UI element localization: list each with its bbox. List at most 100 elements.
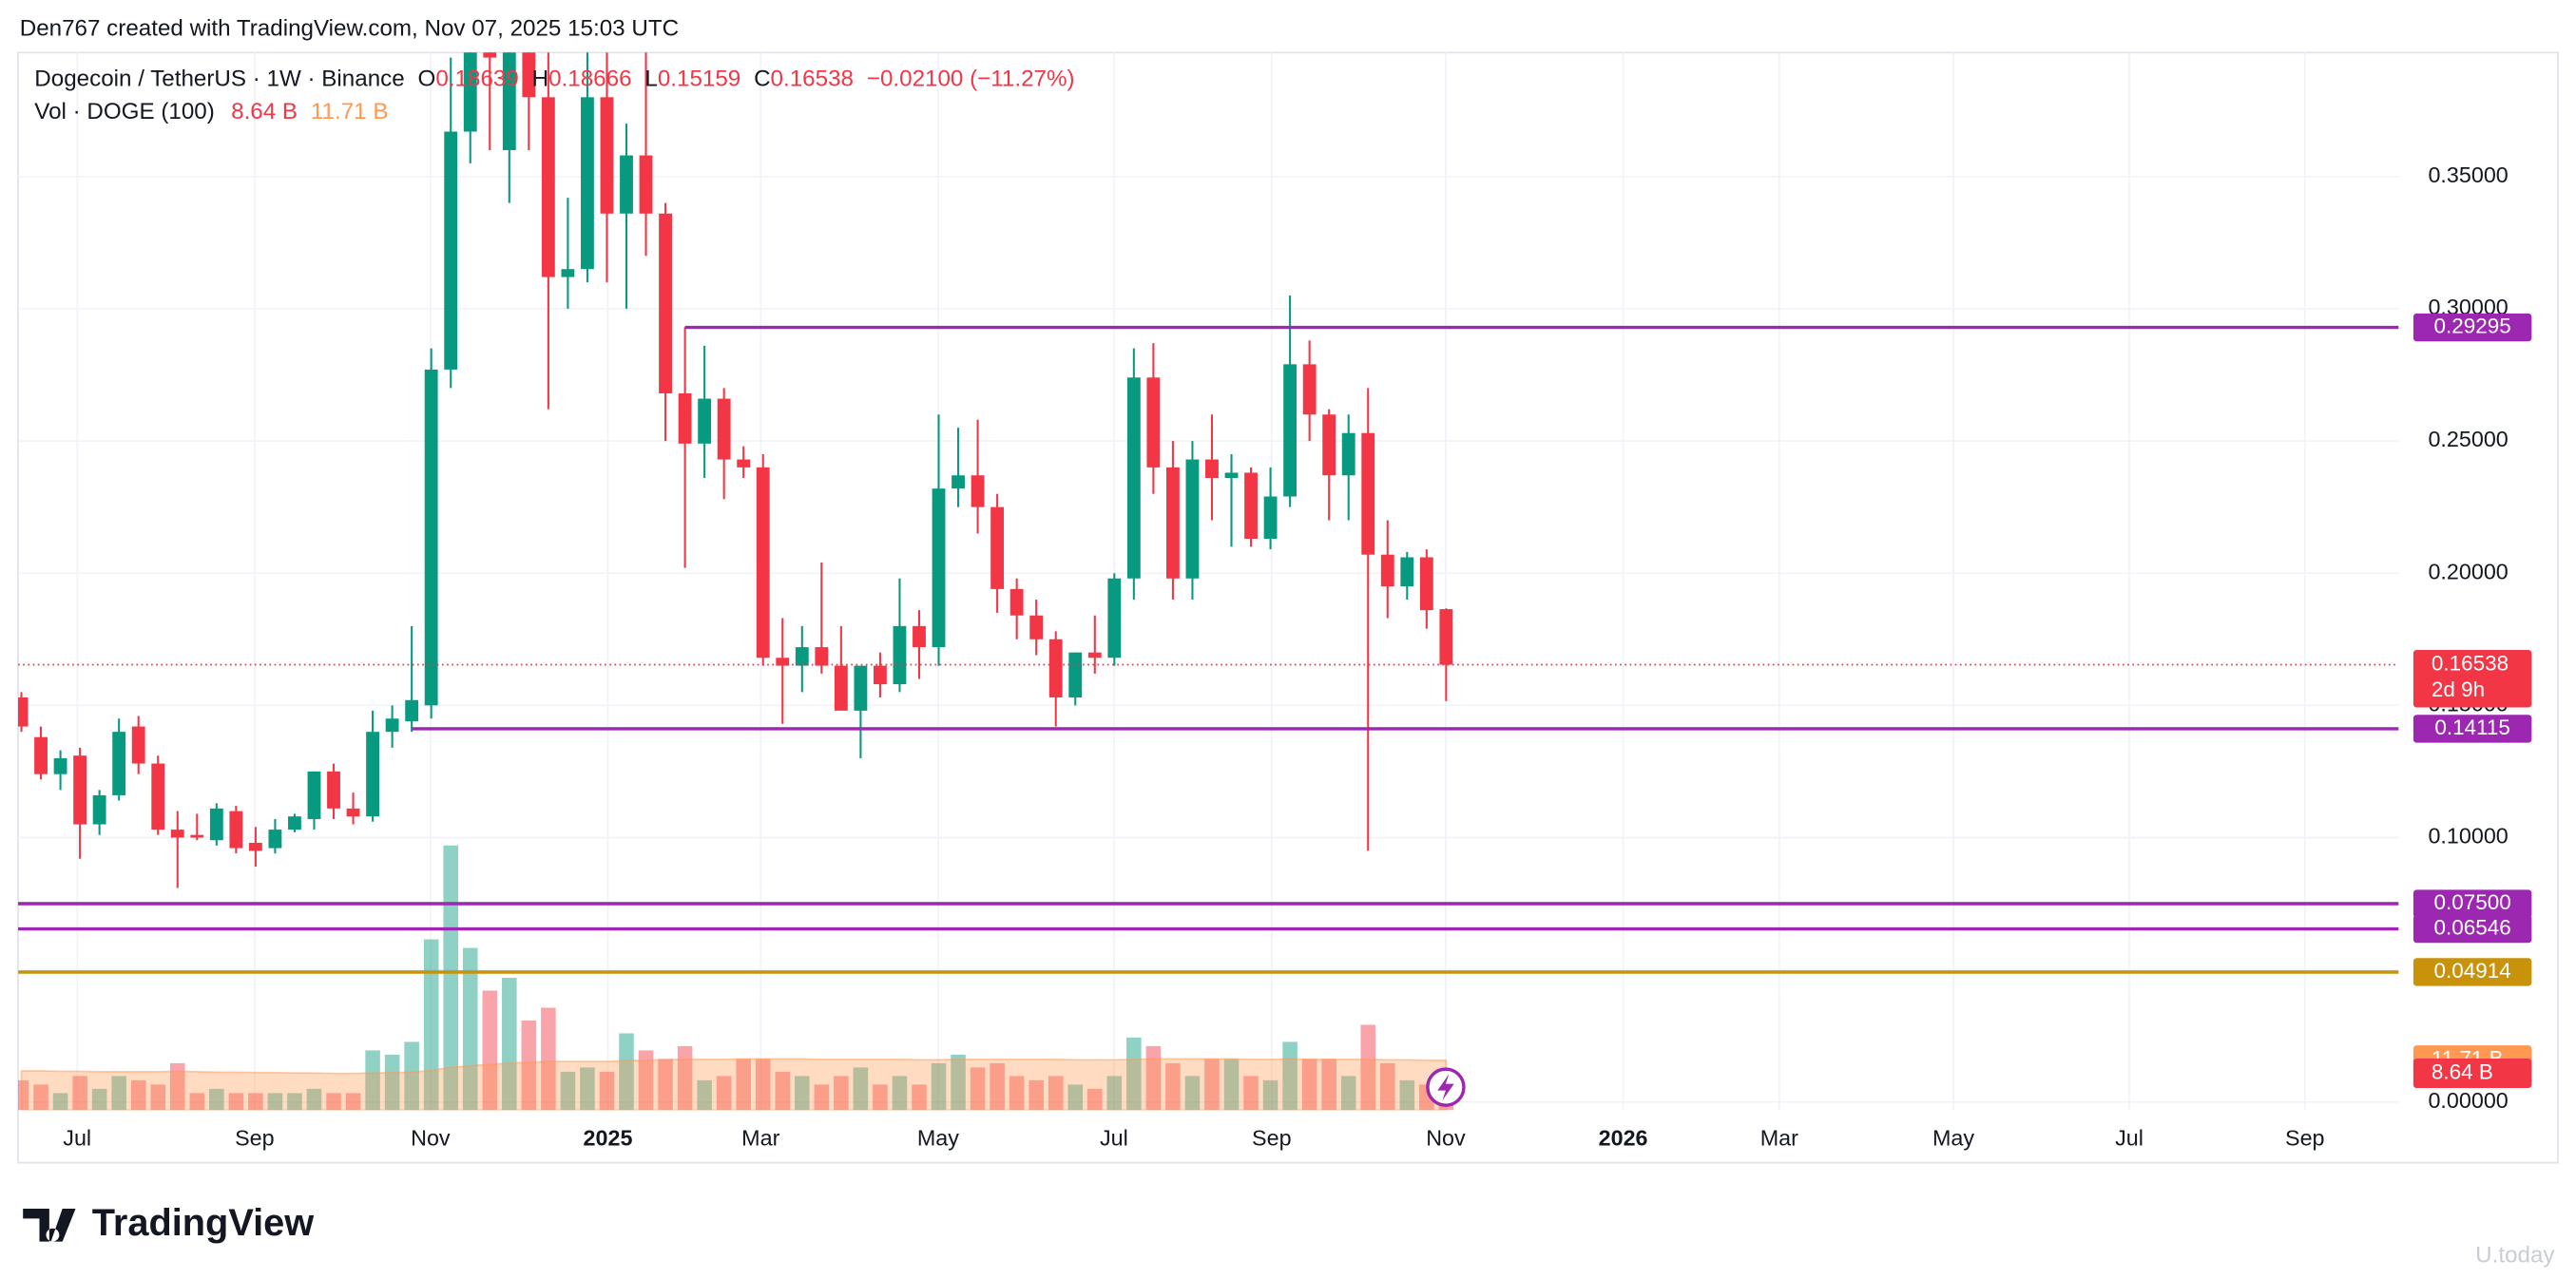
candle-body — [737, 459, 751, 468]
candle-body — [1068, 652, 1083, 697]
level-label: 0.04914 — [2434, 959, 2511, 983]
volume-bar — [1126, 1037, 1142, 1111]
volume-bar — [1106, 1076, 1123, 1111]
volume-bar — [1165, 1062, 1181, 1111]
volume-bar — [638, 1050, 654, 1111]
candle-body — [405, 699, 419, 722]
candle-body — [248, 843, 262, 851]
volume-bar — [423, 939, 439, 1111]
volume-tag — [2413, 1058, 2532, 1089]
volume-bar — [716, 1076, 732, 1111]
ohlc-letter: O — [418, 67, 436, 92]
volume-bar — [892, 1076, 908, 1111]
volume-bar — [755, 1059, 771, 1111]
volume-bar — [619, 1033, 634, 1111]
grid — [18, 52, 2399, 1111]
candle-body — [1205, 459, 1219, 479]
volume-bar — [384, 1054, 400, 1111]
level-tag — [2413, 715, 2532, 743]
volume-bar — [1009, 1076, 1025, 1111]
volume-bar — [1301, 1059, 1317, 1111]
candle-body — [581, 97, 594, 270]
ohlc-value: 0.18666 — [548, 67, 631, 92]
candle-body — [1419, 557, 1433, 611]
x-tick-label: Sep — [2285, 1126, 2325, 1151]
ohlc-value: 0.18639 — [435, 67, 518, 92]
volume-bar — [1184, 1076, 1201, 1111]
candle-body — [1302, 364, 1317, 415]
candle-body — [1322, 414, 1336, 476]
volume-bar — [1399, 1079, 1415, 1111]
candle-body — [424, 369, 438, 706]
candle-body — [913, 625, 926, 648]
volume-bar — [1243, 1076, 1259, 1111]
x-tick-label: Jul — [1100, 1126, 1128, 1151]
candle-body — [1185, 459, 1200, 579]
candle-body — [1107, 578, 1122, 659]
volume-bar — [1262, 1079, 1278, 1111]
candle-body — [502, 52, 516, 150]
replay-icon[interactable] — [1426, 1067, 1466, 1107]
level-tag — [2413, 313, 2532, 342]
volume-bar — [970, 1067, 986, 1111]
candle-body — [1048, 639, 1063, 697]
x-tick-label: Mar — [1760, 1126, 1798, 1151]
level-label: 0.07500 — [2434, 890, 2511, 914]
volume-bar — [736, 1059, 751, 1111]
y-tick-label: 0.20000 — [2428, 559, 2508, 583]
x-tick-label: Jul — [63, 1126, 91, 1151]
volume-bar — [326, 1093, 341, 1111]
candle-body — [971, 475, 985, 507]
level-tag — [2413, 914, 2532, 944]
candle-body — [288, 816, 301, 830]
volume-bar — [345, 1093, 361, 1111]
volume-bar — [912, 1084, 927, 1111]
volume-bar — [404, 1041, 419, 1111]
x-tick-label: Nov — [1426, 1126, 1466, 1151]
logo: TradingView — [23, 1202, 314, 1244]
candle-body — [659, 213, 672, 393]
legend-ohlc: Dogecoin / TetherUS · 1W · Binance O0.186… — [34, 67, 1074, 92]
change: −0.02100 (−11.27%) — [867, 67, 1075, 92]
volume-bar — [853, 1067, 869, 1111]
volume-bar — [1028, 1079, 1044, 1111]
y-tick-label: 0.35000 — [2428, 162, 2508, 187]
volume-bar — [560, 1071, 576, 1111]
candle-body — [170, 830, 184, 838]
candle-body — [541, 97, 555, 277]
candle-body — [854, 665, 868, 711]
candle-body — [209, 808, 223, 841]
candle-body — [795, 647, 809, 666]
ohlc-letter: H — [532, 67, 548, 92]
candle-body — [1009, 588, 1024, 616]
watermark: U.today — [2475, 1243, 2555, 1269]
x-tick-label: Sep — [1252, 1126, 1292, 1151]
candle-body — [1029, 615, 1044, 640]
candle-body — [561, 269, 575, 277]
volume-bar — [1048, 1076, 1064, 1111]
volume-label: 8.64 B — [2432, 1059, 2493, 1083]
candle-body — [1380, 554, 1394, 587]
candle-body — [268, 830, 282, 849]
x-tick-label: May — [917, 1126, 959, 1151]
volume-ma-area — [20, 1058, 1448, 1111]
candle-body — [34, 736, 48, 774]
volume-bar — [209, 1088, 224, 1111]
level-label: 0.14115 — [2434, 716, 2510, 739]
volume-bar — [130, 1079, 146, 1111]
x-tick-label: Sep — [235, 1126, 275, 1151]
volume-bar — [677, 1045, 693, 1111]
candle-body — [444, 131, 458, 370]
candle-body — [73, 755, 87, 825]
volume-bar — [580, 1067, 595, 1111]
y-tick-label: 0.25000 — [2428, 427, 2508, 451]
y-tick-label: 0.10000 — [2428, 824, 2508, 849]
volume-bar — [248, 1093, 263, 1111]
volume-bar — [1145, 1045, 1162, 1111]
countdown: 2d 9h — [2432, 678, 2485, 701]
volume-bar — [1067, 1084, 1084, 1111]
credit: Den767 created with TradingView.com, Nov… — [20, 16, 679, 42]
candle-body — [932, 488, 946, 648]
x-tick-label: Mar — [741, 1126, 779, 1151]
